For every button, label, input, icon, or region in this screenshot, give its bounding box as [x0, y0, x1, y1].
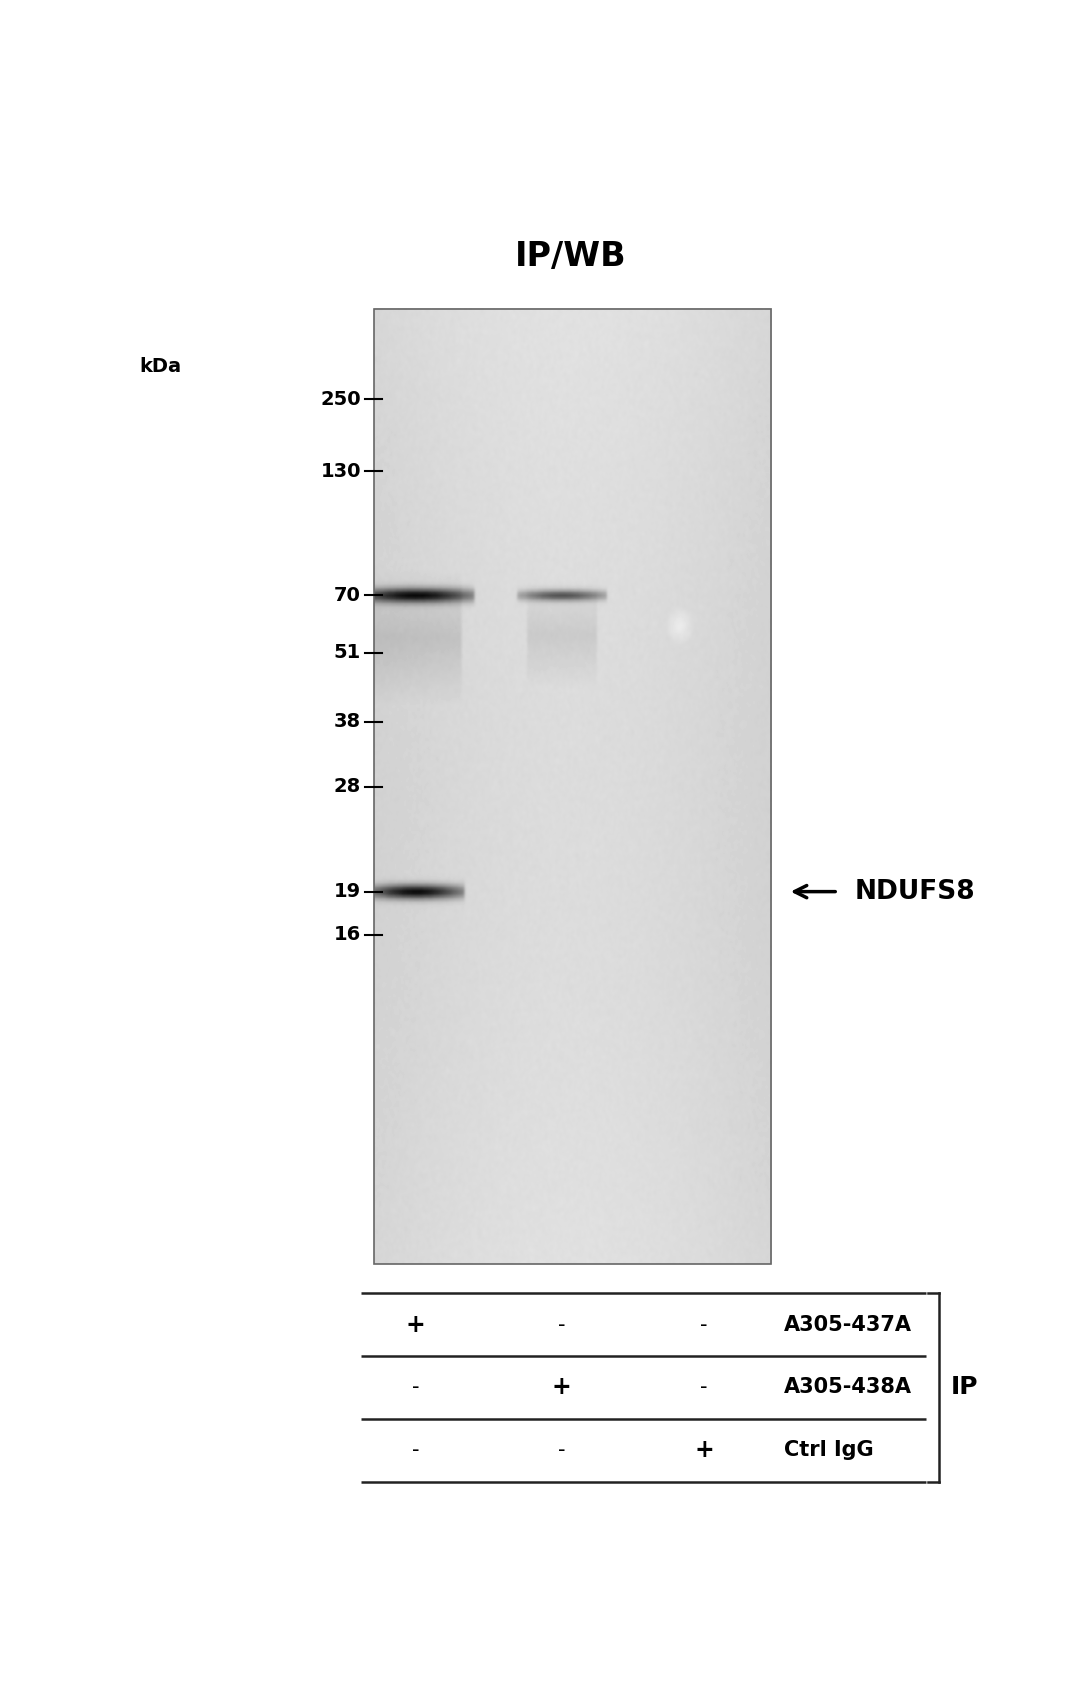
Text: IP: IP: [951, 1375, 978, 1399]
Text: 70: 70: [334, 586, 361, 605]
Text: 130: 130: [321, 462, 361, 481]
Text: -: -: [411, 1377, 419, 1397]
Text: -: -: [411, 1440, 419, 1460]
Text: 250: 250: [321, 389, 361, 410]
Text: 28: 28: [334, 777, 361, 796]
Text: 19: 19: [334, 882, 361, 901]
Text: +: +: [405, 1312, 426, 1336]
Text: kDa: kDa: [139, 357, 181, 376]
Text: NDUFS8: NDUFS8: [855, 879, 975, 904]
Text: +: +: [694, 1438, 714, 1462]
Text: 16: 16: [334, 925, 361, 944]
Bar: [374, 309, 771, 1265]
Text: +: +: [552, 1375, 571, 1399]
Text: -: -: [701, 1314, 707, 1335]
Text: 51: 51: [334, 643, 361, 663]
Text: Ctrl IgG: Ctrl IgG: [784, 1440, 874, 1460]
Text: 38: 38: [334, 712, 361, 731]
Text: A305-437A: A305-437A: [784, 1314, 912, 1335]
Text: -: -: [701, 1377, 707, 1397]
Text: -: -: [558, 1314, 566, 1335]
Text: -: -: [558, 1440, 566, 1460]
Text: IP/WB: IP/WB: [514, 240, 626, 274]
Text: A305-438A: A305-438A: [784, 1377, 912, 1397]
